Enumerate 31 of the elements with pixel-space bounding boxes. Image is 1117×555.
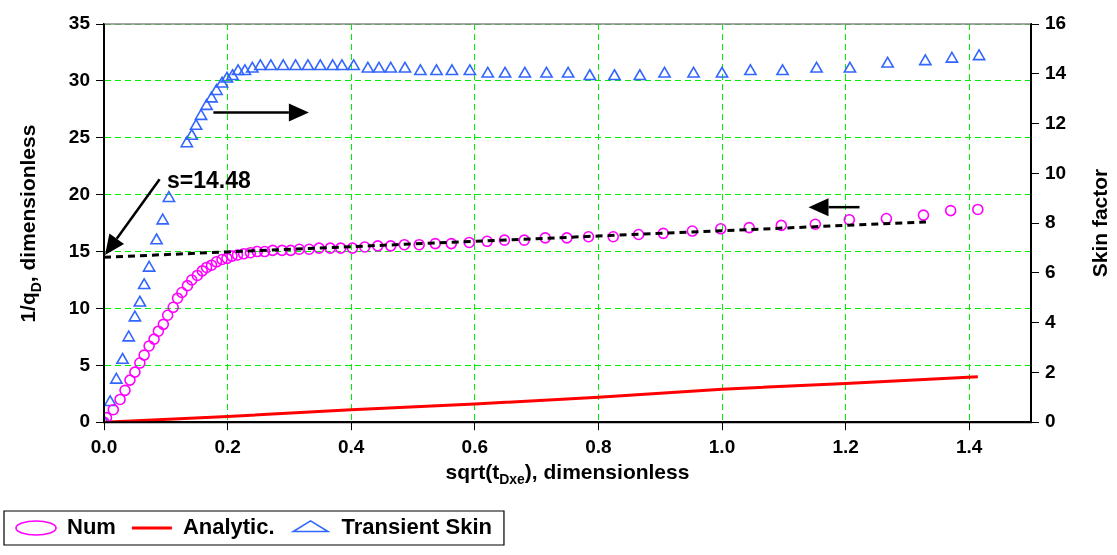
y-tick-label: 30	[68, 69, 90, 91]
legend-label: Transient Skin	[341, 514, 492, 540]
y-tick-label: 20	[68, 182, 90, 204]
y2-tick-label: 16	[1045, 12, 1067, 34]
legend-label: Analytic.	[182, 514, 275, 540]
x-tick-label: 1.0	[708, 435, 736, 457]
x-tick-label: 0.6	[461, 435, 489, 457]
x-tick-label: 1.2	[832, 435, 859, 457]
x-tick-label: 0.8	[585, 435, 612, 457]
y2-tick-label: 2	[1045, 360, 1056, 382]
x-tick-label: 1.4	[955, 435, 983, 457]
y-tick-label: 10	[68, 296, 90, 318]
x-tick-label: 0.0	[90, 435, 118, 457]
y2-tick-label: 12	[1045, 111, 1067, 133]
y-tick-label: 25	[68, 126, 91, 148]
y2-axis-title: Skin factor	[1087, 168, 1112, 278]
y-tick-label: 0	[79, 410, 90, 432]
y2-tick-label: 8	[1045, 211, 1056, 233]
legend-label: Num	[67, 514, 116, 540]
x-axis-title: sqrt(t$_{Dxe}$), dimensionless	[445, 460, 690, 488]
x-tick-label: 0.4	[337, 435, 365, 457]
y2-tick-label: 14	[1045, 62, 1067, 84]
y-tick-label: 15	[68, 239, 91, 261]
annotation: s=14.48	[167, 166, 252, 193]
x-tick-label: 0.2	[214, 435, 241, 457]
y-tick-label: 35	[68, 12, 91, 34]
y2-tick-label: 10	[1045, 161, 1067, 183]
y-tick-label: 5	[79, 353, 91, 375]
y2-tick-label: 0	[1045, 410, 1056, 432]
y2-tick-label: 6	[1045, 261, 1056, 283]
y2-tick-label: 4	[1045, 310, 1056, 332]
